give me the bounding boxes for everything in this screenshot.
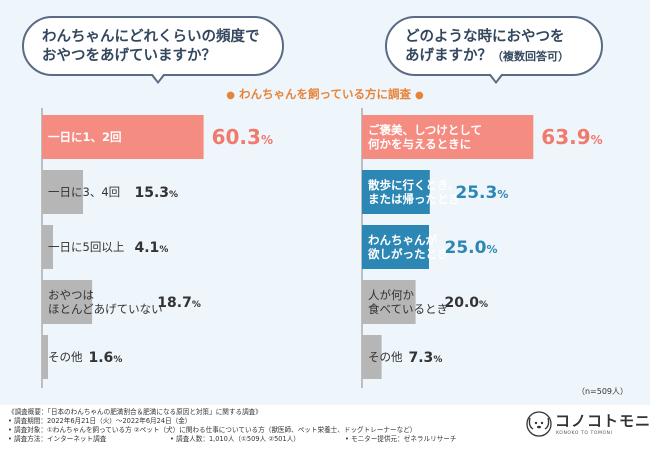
category-label: 食べているとき — [368, 302, 448, 316]
value-label: 1.6% — [89, 350, 123, 366]
bar — [42, 115, 204, 159]
category-label: 一日に1、2回 — [48, 130, 122, 144]
category-label: わんちゃんが — [368, 233, 437, 247]
value-label: 25.3% — [455, 183, 508, 203]
category-label: 人が何か — [368, 288, 414, 302]
logo-subtext: KONOKO TO TOMONI — [556, 431, 613, 436]
footnote-method: • 調査方法：インターネット調査 — [8, 435, 107, 443]
bar — [362, 115, 534, 159]
question-bubble-left: わんちゃんにどれくらいの頻度で おやつをあげていますか？ — [22, 16, 284, 76]
question-right-line2: あげますか？ — [405, 48, 492, 64]
footnote-target: • 調査対象：①わんちゃんを飼っている方 ②ペット（犬）に関わる仕事についている… — [8, 426, 417, 434]
category-label: ほとんどあげていない — [48, 302, 163, 316]
dog-icon — [526, 411, 552, 437]
heading-dot-icon: ● — [414, 90, 424, 101]
question-right-note: （複数回答可） — [492, 50, 569, 63]
value-label: 25.0% — [445, 238, 498, 258]
category-label: その他 — [48, 350, 83, 364]
footnote-respondents: • 調査人数：1,010人（①509人 ②501人） — [170, 435, 300, 443]
bar — [362, 225, 429, 269]
survey-heading: ● わんちゃんを飼っている方に調査 ● — [0, 86, 650, 102]
bar-charts: 一日に1、2回 60.3% 一日に3、4回 15.3% 一日に5回以上 4.1% おやつはほ… — [41, 108, 603, 388]
category-label: または帰ったとき — [368, 192, 460, 206]
bar — [42, 335, 48, 379]
value-label: 60.3% — [212, 125, 273, 149]
bar — [42, 280, 93, 324]
category-label: おやつは — [48, 288, 94, 302]
bar — [362, 280, 416, 324]
survey-heading-text: わんちゃんを飼っている方に調査 — [239, 87, 411, 101]
bar — [362, 170, 430, 214]
value-label: 15.3% — [135, 185, 179, 201]
value-label: 18.7% — [157, 295, 201, 311]
footnote-provider: • モニター提供元：ゼネラルリサーチ — [345, 435, 457, 443]
value-label: 20.0% — [445, 295, 489, 311]
value-label: 7.3% — [409, 350, 443, 366]
logo-text: コノコトモニ — [555, 412, 650, 430]
category-label: 一日に3、4回 — [48, 185, 120, 199]
heading-dot-icon: ● — [226, 90, 236, 101]
question-left-line2: おやつをあげていますか？ — [42, 48, 216, 64]
category-label: 散歩に行くとき、 — [368, 178, 459, 192]
bar — [362, 335, 382, 379]
sample-size: （n=509人） — [576, 387, 628, 396]
value-label: 63.9% — [541, 125, 602, 149]
category-label: ご褒美、しつけとして — [368, 123, 482, 137]
logo: コノコトモニ KONOKO TO TOMONI — [525, 407, 650, 445]
category-label: その他 — [368, 350, 403, 364]
category-label: 欲しがったとき — [367, 247, 449, 261]
question-bubble-right: どのような時におやつを あげますか？（複数回答可） — [385, 16, 603, 76]
footnote-period: • 調査期間：2022年6月21日（火）～2022年6月24日（金） — [8, 417, 192, 425]
footnote-title: 《調査概要：「日本のわんちゃんの肥満割合＆肥満になる原因と対策」に関する調査》 — [8, 408, 262, 416]
value-label: 4.1% — [135, 240, 169, 256]
bar — [42, 225, 53, 269]
category-label: 何かを与えるときに — [368, 137, 471, 151]
question-left-line1: わんちゃんにどれくらいの頻度で — [42, 29, 260, 45]
bar — [42, 170, 83, 214]
question-right-line1: どのような時におやつを — [405, 29, 565, 45]
category-label: 一日に5回以上 — [48, 240, 124, 254]
